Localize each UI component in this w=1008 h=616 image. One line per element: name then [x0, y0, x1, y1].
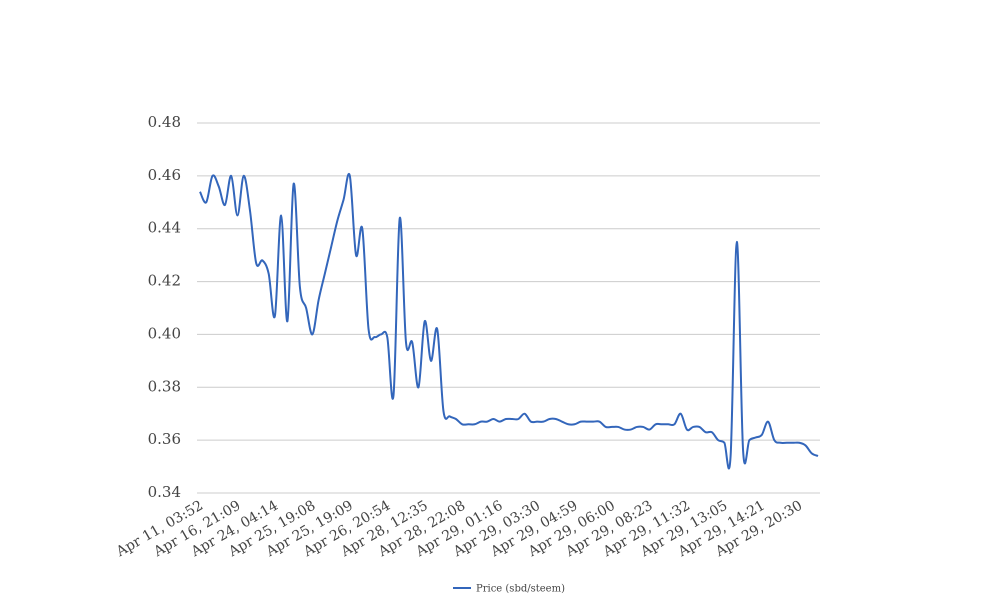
y-tick-label: 0.44 [148, 219, 181, 237]
y-tick-label: 0.40 [148, 324, 181, 342]
y-tick-label: 0.36 [148, 430, 181, 448]
y-tick-label: 0.48 [148, 113, 181, 131]
price-line [199, 172, 819, 470]
y-tick-label: 0.42 [148, 272, 181, 290]
y-tick-label: 0.34 [148, 483, 181, 501]
y-tick-label: 0.46 [148, 166, 181, 184]
legend-label: Price (sbd/steem) [476, 584, 565, 595]
y-tick-label: 0.38 [148, 377, 181, 395]
